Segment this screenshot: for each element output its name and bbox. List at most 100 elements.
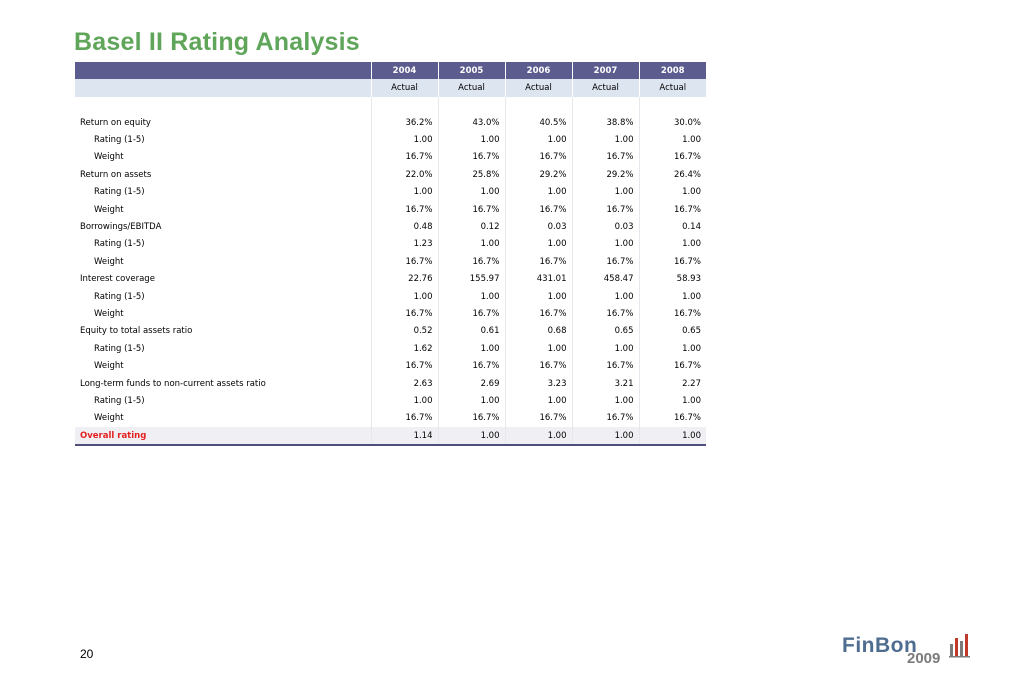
value-cell: 2.69: [437, 374, 505, 393]
value-cell: 16.7%: [571, 409, 639, 428]
row-label: Interest coverage: [80, 274, 155, 285]
value-cell: 1.00: [638, 392, 706, 410]
metric-row: Interest coverage 22.76 155.97 431.01 458.47…: [75, 270, 706, 288]
row-label: Rating (1-5): [94, 343, 145, 354]
year-header: 2006: [504, 62, 572, 79]
row-label: Weight: [94, 361, 124, 372]
value-cell: 16.7%: [504, 200, 572, 219]
value-cell: 16.7%: [638, 200, 706, 219]
sub-metric-row: Rating (1-5) 1.00 1.00 1.00 1.00 1.00: [75, 131, 706, 149]
sub-metric-row: Rating (1-5) 1.00 1.00 1.00 1.00 1.00: [75, 392, 706, 410]
value-cell: 16.7%: [638, 253, 706, 271]
page-title: Basel II Rating Analysis: [74, 28, 360, 56]
row-label: Return on equity: [80, 117, 151, 128]
row-label: Weight: [94, 308, 124, 319]
sub-metric-row: Weight 16.7% 16.7% 16.7% 16.7% 16.7%: [75, 148, 706, 167]
value-cell: 1.00: [638, 131, 706, 149]
value-cell: 155.97: [437, 270, 505, 288]
row-label: Rating (1-5): [94, 135, 145, 146]
sub-metric-row: Weight 16.7% 16.7% 16.7% 16.7% 16.7%: [75, 305, 706, 323]
sub-metric-row: Weight 16.7% 16.7% 16.7% 16.7% 16.7%: [75, 357, 706, 375]
value-cell: 1.00: [638, 183, 706, 201]
value-cell: 16.7%: [638, 409, 706, 428]
value-cell: 1.00: [571, 392, 639, 410]
metric-row: Return on assets 22.0% 25.8% 29.2% 29.2% 26.4…: [75, 166, 706, 184]
value-cell: 1.00: [571, 340, 639, 358]
value-cell: 1.00: [370, 183, 438, 201]
row-label: Weight: [94, 413, 124, 424]
value-cell: 0.52: [370, 322, 438, 341]
value-cell: 1.00: [504, 287, 572, 306]
value-cell: 1.00: [571, 427, 639, 446]
metric-row: Equity to total assets ratio 0.52 0.61 0.68…: [75, 322, 706, 341]
value-cell: 0.68: [504, 322, 572, 341]
metric-row: Borrowings/EBITDA 0.48 0.12 0.03 0.03 0.14: [75, 218, 706, 236]
value-cell: 16.7%: [437, 305, 505, 323]
value-cell: 1.00: [504, 427, 572, 446]
row-label: Weight: [94, 256, 124, 267]
value-cell: 1.00: [370, 131, 438, 149]
row-label: Rating (1-5): [94, 395, 145, 406]
bar-chart-logo-icon: [949, 634, 970, 658]
status-header-row: Actual Actual Actual Actual Actual: [75, 79, 706, 97]
row-label: Return on assets: [80, 169, 152, 180]
value-cell: 16.7%: [504, 148, 572, 167]
value-cell: 26.4%: [638, 166, 706, 184]
value-cell: 1.23: [370, 235, 438, 254]
value-cell: 1.00: [437, 131, 505, 149]
value-cell: 16.7%: [571, 200, 639, 219]
value-cell: 16.7%: [571, 253, 639, 271]
value-cell: 22.76: [370, 270, 438, 288]
value-cell: 1.00: [370, 287, 438, 306]
header-blank-cell: [75, 62, 371, 79]
value-cell: 16.7%: [504, 253, 572, 271]
value-cell: 16.7%: [638, 148, 706, 167]
value-cell: 0.65: [571, 322, 639, 341]
value-cell: 25.8%: [437, 166, 505, 184]
status-header: Actual: [571, 79, 639, 97]
value-cell: 1.00: [437, 392, 505, 410]
value-cell: 3.23: [504, 374, 572, 393]
value-cell: 38.8%: [571, 114, 639, 132]
row-label: Equity to total assets ratio: [80, 326, 193, 337]
value-cell: 0.48: [370, 218, 438, 236]
value-cell: 22.0%: [370, 166, 438, 184]
value-cell: 0.61: [437, 322, 505, 341]
value-cell: 1.14: [370, 427, 438, 446]
sub-metric-row: Rating (1-5) 1.00 1.00 1.00 1.00 1.00: [75, 287, 706, 306]
value-cell: 43.0%: [437, 114, 505, 132]
sub-metric-row: Weight 16.7% 16.7% 16.7% 16.7% 16.7%: [75, 200, 706, 219]
value-cell: 16.7%: [370, 305, 438, 323]
logo-year: 2009: [907, 650, 941, 667]
value-cell: 1.00: [504, 340, 572, 358]
value-cell: 1.00: [437, 287, 505, 306]
value-cell: 1.00: [571, 235, 639, 254]
value-cell: 1.00: [504, 392, 572, 410]
value-cell: 16.7%: [571, 357, 639, 375]
value-cell: 0.14: [638, 218, 706, 236]
metric-row: Return on equity 36.2% 43.0% 40.5% 38.8% 30.0…: [75, 114, 706, 132]
value-cell: 36.2%: [370, 114, 438, 132]
value-cell: 16.7%: [370, 148, 438, 167]
value-cell: 16.7%: [370, 253, 438, 271]
value-cell: 16.7%: [504, 357, 572, 375]
value-cell: 1.62: [370, 340, 438, 358]
value-cell: 40.5%: [504, 114, 572, 132]
overall-rating-row: Overall rating 1.14 1.00 1.00 1.00 1.00: [75, 427, 706, 446]
value-cell: 1.00: [571, 287, 639, 306]
value-cell: 2.63: [370, 374, 438, 393]
metric-row: Long-term funds to non-current assets ra…: [75, 374, 706, 393]
value-cell: 1.00: [638, 235, 706, 254]
value-cell: 58.93: [638, 270, 706, 288]
value-cell: 30.0%: [638, 114, 706, 132]
value-cell: 16.7%: [504, 305, 572, 323]
value-cell: 16.7%: [370, 200, 438, 219]
value-cell: 16.7%: [437, 357, 505, 375]
row-label: Borrowings/EBITDA: [80, 222, 162, 233]
value-cell: 1.00: [638, 287, 706, 306]
value-cell: 1.00: [571, 183, 639, 201]
finbon-logo: FinBon 2009: [838, 630, 978, 674]
row-label: Overall rating: [75, 427, 371, 446]
value-cell: 0.12: [437, 218, 505, 236]
value-cell: 16.7%: [437, 200, 505, 219]
